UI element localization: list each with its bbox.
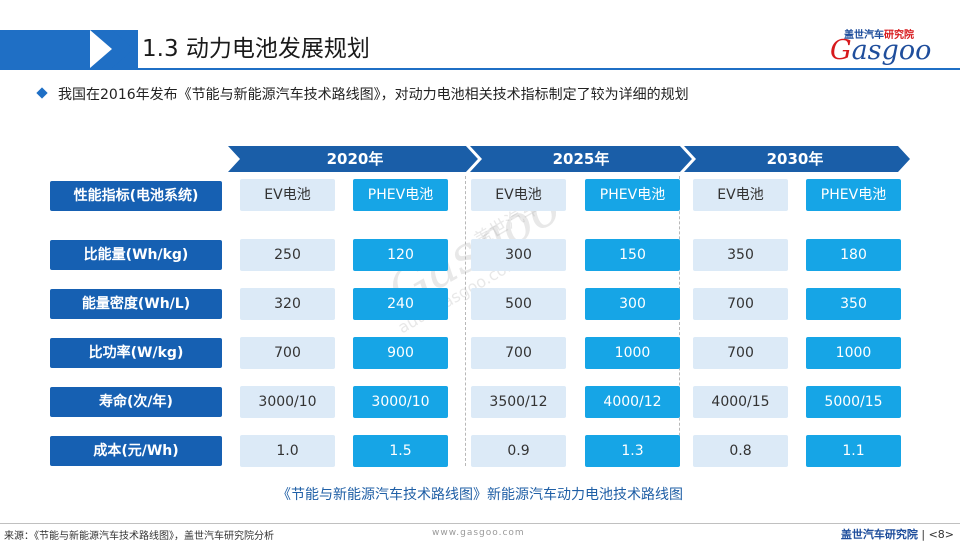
table-cell: 1.3 — [585, 435, 680, 467]
footer-separator: | — [921, 528, 929, 541]
footer-site: www.gasgoo.com — [432, 528, 525, 538]
column-header-phev: PHEV电池 — [585, 179, 680, 211]
banner-chevron — [112, 30, 134, 68]
table-cell: 5000/15 — [806, 386, 901, 418]
table-cell: 0.8 — [693, 435, 788, 467]
footer-rule — [0, 523, 960, 524]
table-cell: 320 — [240, 288, 335, 320]
table-cell: 700 — [693, 337, 788, 369]
row-label-energy-density: 能量密度(Wh/L) — [50, 289, 222, 319]
table-cell: 900 — [353, 337, 448, 369]
column-header-phev: PHEV电池 — [806, 179, 901, 211]
row-label-lifespan: 寿命(次/年) — [50, 387, 222, 417]
year-arrow-edge — [466, 146, 482, 172]
table-cell: 300 — [471, 239, 566, 271]
footer-page-info: 盖世汽车研究院 | <8> — [841, 526, 954, 542]
table-cell: 4000/12 — [585, 386, 680, 418]
year-arrow-2025 — [466, 146, 692, 172]
column-header-phev: PHEV电池 — [353, 179, 448, 211]
column-header-ev: EV电池 — [471, 179, 566, 211]
table-cell: 3000/10 — [240, 386, 335, 418]
table-cell: 3000/10 — [353, 386, 448, 418]
gasgoo-logo: 盖世汽车研究院 Gasgoo — [826, 26, 944, 66]
table-cell: 240 — [353, 288, 448, 320]
row-label-specific-power: 比功率(W/kg) — [50, 338, 222, 368]
year-label-2025: 2025年 — [552, 150, 610, 168]
table-cell: 250 — [240, 239, 335, 271]
row-label-cost: 成本(元/Wh) — [50, 436, 222, 466]
table-cell: 350 — [806, 288, 901, 320]
column-header-ev: EV电池 — [693, 179, 788, 211]
table-cell: 700 — [693, 288, 788, 320]
table-cell: 1.1 — [806, 435, 901, 467]
year-divider — [465, 176, 466, 466]
table-cell: 1.5 — [353, 435, 448, 467]
table-cell: 350 — [693, 239, 788, 271]
year-divider — [679, 176, 680, 466]
banner-chevron — [90, 30, 112, 68]
table-cell: 0.9 — [471, 435, 566, 467]
table-cell: 700 — [471, 337, 566, 369]
figure-caption: 《节能与新能源汽车技术路线图》新能源汽车动力电池技术路线图 — [277, 487, 683, 503]
row-label-specific-energy: 比能量(Wh/kg) — [50, 240, 222, 270]
year-arrow-2020 — [228, 146, 478, 172]
intro-text: 我国在2016年发布《节能与新能源汽车技术路线图》，对动力电池相关技术指标制定了… — [58, 87, 689, 103]
table-cell: 180 — [806, 239, 901, 271]
table-cell: 300 — [585, 288, 680, 320]
year-label-2030: 2030年 — [766, 150, 824, 168]
year-arrow-edge — [680, 146, 696, 172]
table-cell: 700 — [240, 337, 335, 369]
intro-bullet: 我国在2016年发布《节能与新能源汽车技术路线图》，对动力电池相关技术指标制定了… — [36, 84, 689, 104]
page-number: <8> — [928, 528, 954, 541]
footer-source: 来源：《节能与新能源汽车技术路线图》，盖世汽车研究院分析 — [4, 531, 274, 542]
year-arrow-2030 — [680, 146, 910, 172]
title-rule — [0, 68, 960, 70]
column-header-ev: EV电池 — [240, 179, 335, 211]
logo-wordmark: Gasgoo — [830, 35, 932, 66]
footer-org: 盖世汽车研究院 — [840, 528, 918, 541]
header-label: 性能指标(电池系统) — [50, 181, 222, 211]
table-cell: 500 — [471, 288, 566, 320]
table-cell: 4000/15 — [693, 386, 788, 418]
logo-subtitle: 盖世汽车研究院 — [844, 30, 914, 41]
year-label-2020: 2020年 — [326, 150, 384, 168]
table-cell: 120 — [353, 239, 448, 271]
page-title: 1.3 动力电池发展规划 — [142, 36, 370, 62]
table-cell: 3500/12 — [471, 386, 566, 418]
table-cell: 150 — [585, 239, 680, 271]
table-cell: 1000 — [806, 337, 901, 369]
table-cell: 1000 — [585, 337, 680, 369]
table-cell: 1.0 — [240, 435, 335, 467]
